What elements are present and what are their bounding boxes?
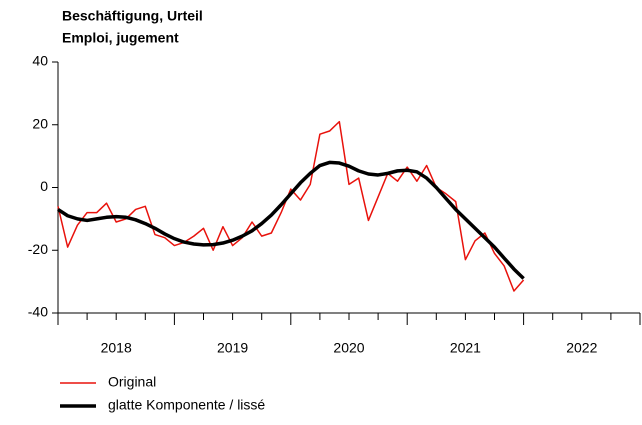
x-tick-label: 2018	[101, 340, 132, 356]
chart-subtitle: Emploi, jugement	[62, 30, 179, 46]
series-line	[57, 120, 525, 292]
y-tick-label: -40	[28, 304, 48, 320]
x-tick-label: 2022	[566, 340, 597, 356]
x-tick-label: 2019	[217, 340, 248, 356]
y-tick-label: 40	[32, 53, 48, 69]
y-tick-label: -20	[28, 241, 48, 257]
x-tick-label: 2021	[450, 340, 481, 356]
series-line	[57, 160, 525, 280]
legend-label: Original	[108, 374, 156, 390]
y-tick-label: 0	[40, 178, 48, 194]
legend-label: glatte Komponente / lissé	[108, 397, 265, 413]
y-tick-label: 20	[32, 115, 48, 131]
x-tick-label: 2020	[333, 340, 364, 356]
chart-title: Beschäftigung, Urteil	[62, 8, 203, 24]
